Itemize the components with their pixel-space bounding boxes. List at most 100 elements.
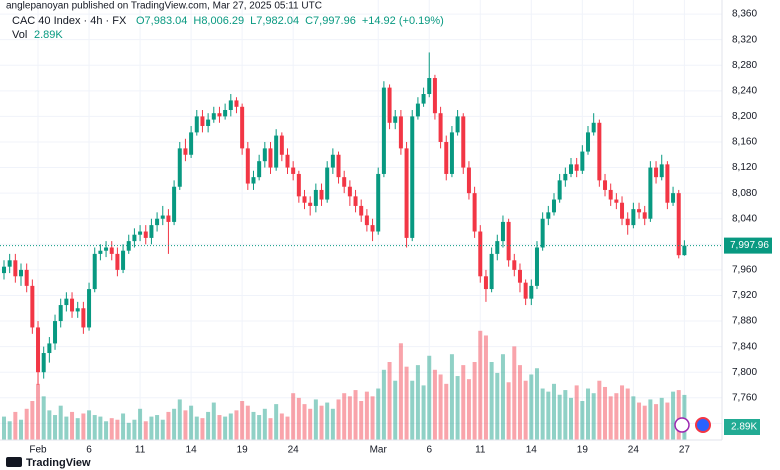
volume-bar	[444, 383, 449, 440]
volume-bar	[580, 401, 585, 440]
x-tick-label: 11	[475, 445, 486, 456]
event-icon[interactable]	[695, 417, 711, 433]
volume-bar	[302, 404, 307, 440]
candle-body	[654, 167, 659, 178]
volume-bar	[569, 397, 573, 440]
candle-body	[381, 87, 386, 174]
y-tick-label: 8,080	[732, 188, 757, 199]
volume-bar	[138, 408, 143, 440]
candle-body	[19, 269, 24, 277]
candle-body	[438, 113, 443, 142]
candle-body	[376, 173, 381, 232]
x-tick-label: 24	[288, 445, 300, 456]
candle-body	[489, 253, 494, 290]
ohlc-close: C7,997.96	[305, 15, 356, 27]
volume-bar	[608, 396, 613, 440]
volume-bar	[387, 362, 392, 440]
candle-body	[126, 241, 131, 251]
volume-pane	[2, 330, 687, 440]
volume-bar	[370, 396, 375, 440]
candle-body	[98, 250, 103, 254]
candle-body	[432, 78, 437, 114]
candle-body	[121, 250, 126, 270]
candle-body	[268, 148, 273, 168]
candle-body	[211, 113, 216, 120]
y-tick-label: 8,280	[732, 60, 757, 71]
volume-bar	[13, 411, 18, 440]
candle-body	[166, 215, 171, 222]
volume-bar	[70, 411, 75, 440]
volume-bar	[155, 415, 160, 440]
candle-body	[359, 205, 364, 216]
volume-bar	[591, 393, 596, 440]
candle-body	[586, 132, 591, 152]
replay-icons	[674, 417, 711, 433]
volume-bar	[143, 421, 148, 440]
candle-body	[240, 106, 245, 149]
volume-bar	[478, 330, 483, 440]
volume-bar	[455, 376, 460, 440]
candle-body	[495, 241, 500, 254]
candle-body	[393, 116, 398, 123]
volume-bar	[659, 397, 664, 440]
candle-body	[534, 247, 539, 286]
candle-body	[24, 269, 29, 286]
volume-bar	[495, 372, 500, 440]
volume-bar	[472, 362, 477, 440]
volume-bar	[500, 354, 505, 440]
volume-bar	[551, 383, 556, 440]
y-tick-label: 8,320	[732, 34, 757, 45]
candle-body	[370, 225, 375, 232]
y-tick-label: 7,760	[732, 392, 757, 403]
candle-body	[500, 221, 505, 242]
candle-body	[206, 119, 211, 126]
volume-bar	[132, 419, 137, 440]
y-tick-label: 8,120	[732, 162, 757, 173]
candle-body	[444, 141, 449, 174]
volume-bar	[92, 415, 97, 440]
volume-bar	[614, 393, 619, 440]
lightning-icon[interactable]	[674, 417, 690, 433]
brand: TradingView	[26, 457, 91, 469]
x-tick-label: 19	[237, 445, 249, 456]
candle-body	[81, 308, 86, 328]
candle-body	[104, 247, 109, 251]
volume-bar	[47, 410, 52, 440]
volume-bar	[637, 402, 642, 440]
volume-bar	[257, 415, 262, 440]
x-tick-label: 6	[426, 445, 432, 456]
candle-body	[228, 100, 233, 110]
candle-body	[642, 212, 647, 219]
x-tick-label: 6	[86, 445, 92, 456]
volume-bar	[546, 391, 551, 440]
candle-body	[41, 353, 46, 373]
candle-body	[410, 116, 415, 238]
volume-bar	[262, 408, 267, 440]
candle-body	[665, 164, 670, 203]
candle-body	[262, 148, 267, 162]
candle-body	[421, 94, 426, 104]
x-tick-label: 19	[577, 445, 589, 456]
x-tick-label: 14	[186, 445, 198, 456]
candle-body	[217, 113, 222, 117]
volume-bar	[149, 416, 154, 440]
volume-bar	[336, 399, 341, 440]
candle-body	[336, 154, 341, 178]
candle-body	[75, 308, 80, 312]
volume-bar	[166, 411, 171, 440]
last-price-box	[724, 237, 772, 254]
y-tick-label: 7,840	[732, 341, 757, 352]
volume-bar	[398, 343, 403, 440]
volume-bar	[308, 408, 313, 440]
candle-body	[274, 135, 279, 168]
volume-bar	[279, 413, 284, 440]
volume-bar	[489, 362, 494, 440]
candle-body	[625, 218, 630, 226]
candle-body	[279, 135, 284, 155]
volume-bar	[347, 396, 352, 440]
volume-bar	[319, 405, 324, 440]
volume-bar	[121, 413, 126, 440]
volume-bar	[240, 401, 245, 440]
volume-bar	[223, 416, 228, 440]
volume-bar	[313, 399, 318, 440]
